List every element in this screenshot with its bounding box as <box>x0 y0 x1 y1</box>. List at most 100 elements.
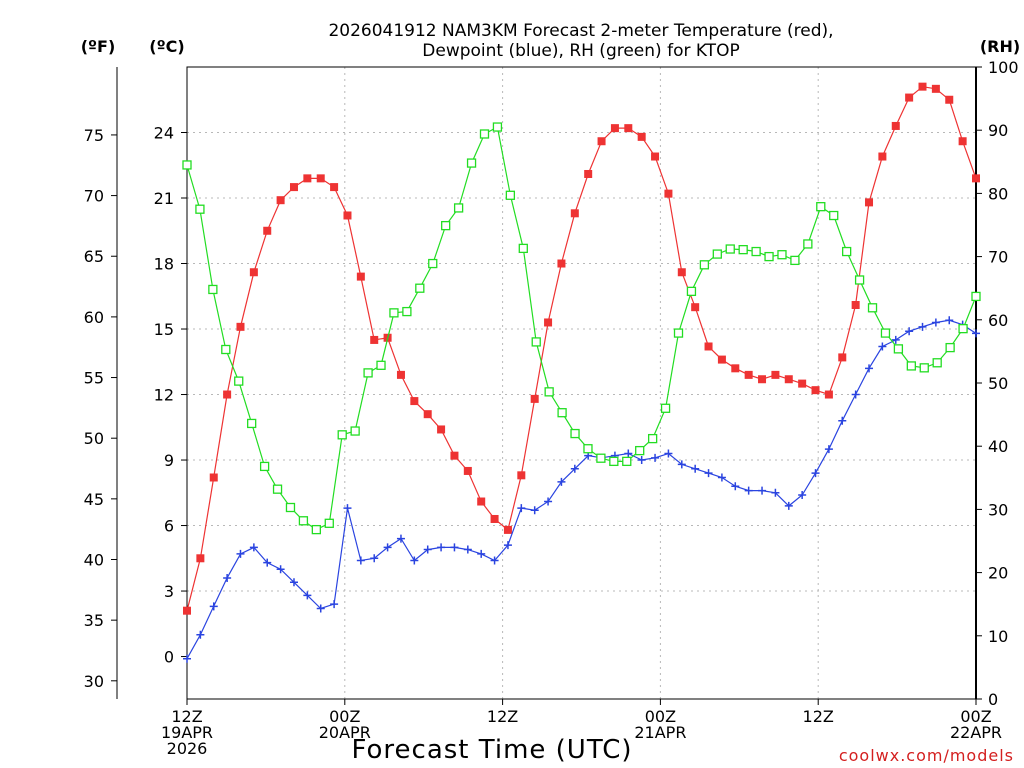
x-tick-label: 00Z <box>960 707 991 726</box>
rh-tick-label: 10 <box>988 627 1008 646</box>
rh-point <box>557 408 567 418</box>
temperature-point <box>503 525 512 534</box>
rh-point <box>376 360 386 370</box>
temperature-point <box>557 259 566 268</box>
temperature-point <box>289 183 298 192</box>
rh-point <box>660 403 671 413</box>
fahrenheit-tick-label: 30 <box>84 672 104 691</box>
temperature-point <box>624 124 633 133</box>
rh-point <box>906 361 916 371</box>
dewpoint-point <box>851 390 860 399</box>
rh-tick-label: 70 <box>988 248 1008 267</box>
temperature-point <box>851 301 860 310</box>
rh-tick-label: 50 <box>988 374 1008 393</box>
temperature-point <box>597 137 606 146</box>
dewpoint-point <box>945 316 954 325</box>
x-tick-label: 21APR <box>634 723 686 742</box>
rh-point <box>945 342 955 353</box>
celsius-tick-label: 6 <box>164 517 174 536</box>
temperature-point <box>838 353 847 362</box>
tick-labels: 0 3 6 9 12 15 18 21 24 30 35 40 45 50 55 60 65 70 75 0 10 20 3… <box>84 58 1019 758</box>
rh-point <box>673 328 684 338</box>
rh-point <box>234 376 244 386</box>
temperature-point <box>490 514 499 523</box>
temperature-point <box>410 397 419 406</box>
dewpoint-point <box>557 477 566 486</box>
rh-point <box>867 303 878 313</box>
rh-point <box>466 158 477 168</box>
x-tick-label: 00Z <box>329 707 360 726</box>
rh-tick-label: 30 <box>988 500 1008 519</box>
rh-tick-label: 80 <box>988 184 1008 203</box>
rh-point <box>259 461 270 472</box>
dewpoint-point <box>423 545 432 554</box>
rh-point <box>182 160 192 170</box>
rh-point <box>932 358 942 368</box>
celsius-tick-label: 15 <box>154 320 174 339</box>
temperature-point <box>704 342 713 351</box>
temperature-point <box>276 196 285 205</box>
temperature-point <box>731 364 740 373</box>
rh-point <box>247 418 257 429</box>
rh-tick-label: 100 <box>988 58 1019 77</box>
dewpoint-point <box>824 445 833 454</box>
temperature-point <box>824 390 833 399</box>
fahrenheit-tick-label: 45 <box>84 490 104 509</box>
rh-point <box>208 284 218 295</box>
dewpoint-point <box>651 453 660 462</box>
temperature-point <box>249 268 258 277</box>
dewpoint-point <box>303 591 312 600</box>
dewpoint-point <box>838 416 847 425</box>
rh-point <box>402 306 412 317</box>
rh-point <box>647 433 658 444</box>
dewpoint-point <box>918 322 927 331</box>
temperature-point <box>905 93 914 102</box>
dewpoint-point <box>544 497 553 506</box>
dewpoint-point <box>865 364 874 373</box>
dewpoint-point <box>530 506 539 515</box>
dewpoint-point <box>878 342 887 351</box>
rh-tick-label: 40 <box>988 437 1008 456</box>
temperature-point <box>811 386 820 395</box>
dewpoint-point <box>931 318 940 327</box>
dewpoint-point <box>891 335 900 344</box>
dewpoint-point <box>209 602 218 611</box>
dewpoint-point <box>570 464 579 473</box>
temperature-point <box>437 425 446 434</box>
rh-point <box>777 250 787 260</box>
x-tick-label: 19APR <box>161 723 213 742</box>
rh-point <box>518 243 528 254</box>
dewpoint-point <box>383 543 392 552</box>
dewpoint-point <box>289 578 298 587</box>
temperature-point <box>236 322 245 331</box>
temperature-point <box>570 209 579 218</box>
celsius-tick-label: 12 <box>154 386 174 405</box>
rh-point <box>505 190 516 200</box>
temperature-point <box>744 370 753 379</box>
dewpoint-point <box>717 473 726 482</box>
temperature-point <box>356 272 365 281</box>
rh-point <box>609 456 619 467</box>
dewpoint-point <box>731 482 740 491</box>
rh-point <box>596 453 606 463</box>
credit-text: coolwx.com/models <box>839 746 1014 765</box>
dewpoint-point <box>450 543 459 552</box>
celsius-tick-label: 0 <box>164 648 174 667</box>
dewpoint-point <box>223 573 232 582</box>
temperature-point <box>316 174 325 183</box>
rh-point <box>221 344 231 355</box>
x-tick-label: 12Z <box>803 707 834 726</box>
temperature-point <box>664 189 673 198</box>
rh-point <box>893 344 904 354</box>
rh-point <box>311 524 321 535</box>
temperature-point <box>450 451 459 460</box>
temperature-point <box>798 379 807 388</box>
rh-point <box>324 518 334 528</box>
temperature-point <box>637 132 646 141</box>
dewpoint-point <box>477 549 486 558</box>
rh-point <box>415 283 425 293</box>
rh-point <box>531 337 541 347</box>
dewpoint-point <box>490 556 499 565</box>
fahrenheit-tick-label: 40 <box>84 550 104 569</box>
